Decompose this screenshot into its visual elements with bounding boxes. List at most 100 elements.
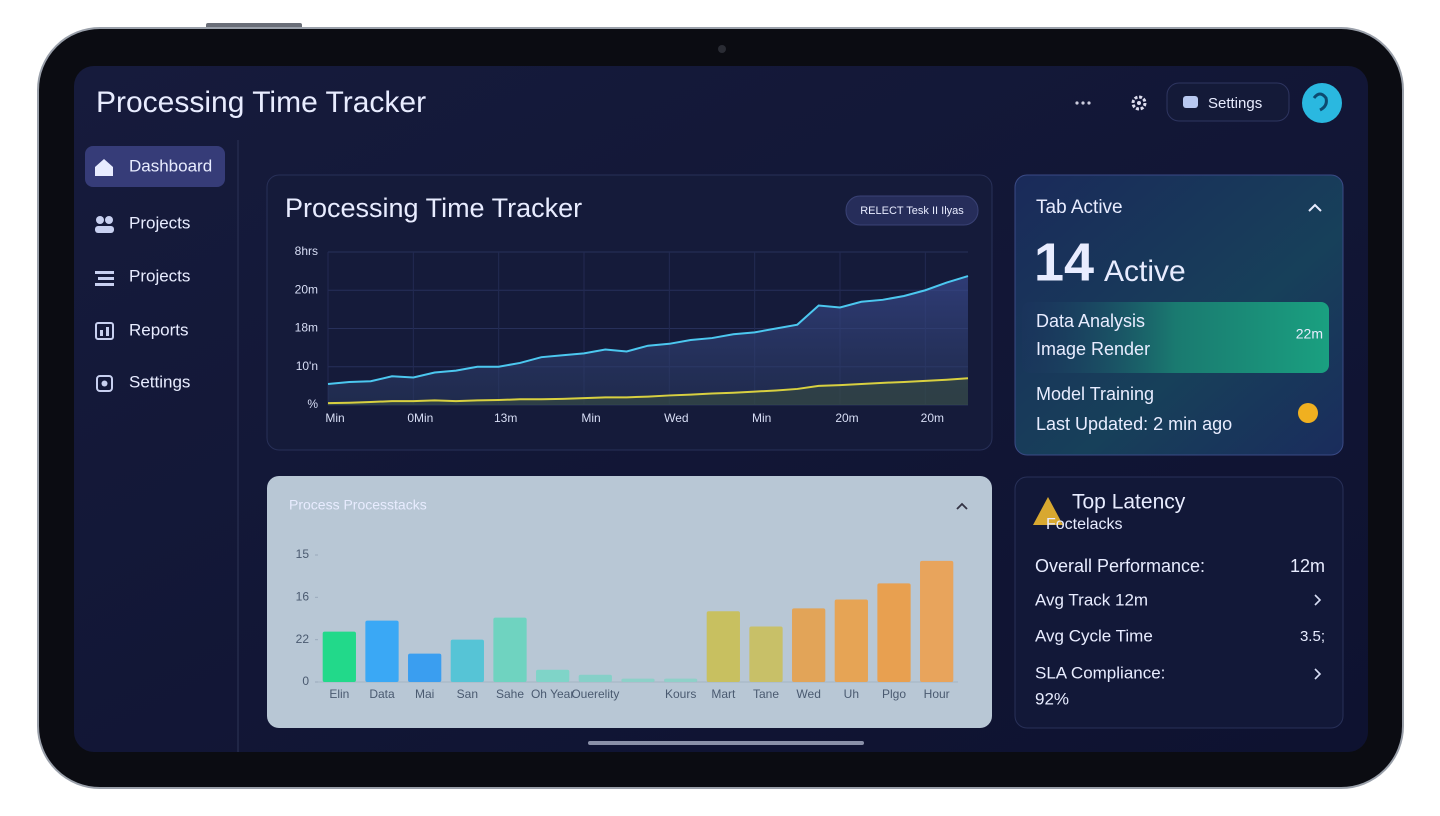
bar: [536, 669, 570, 682]
sidebar-item[interactable]: Reports: [129, 320, 189, 339]
sidebar-item[interactable]: Dashboard: [129, 156, 212, 175]
sidebar-item[interactable]: Projects: [129, 266, 190, 285]
y-tick-label: 18m: [295, 321, 318, 335]
x-tick-label: Kours: [665, 687, 696, 701]
sidebar-item[interactable]: Settings: [129, 372, 190, 391]
x-tick-label: Min: [581, 411, 600, 425]
bar: [408, 653, 442, 682]
latency-value: 92%: [1035, 689, 1069, 708]
app-title: Processing Time Tracker: [96, 86, 426, 119]
warning-icon: [1033, 497, 1063, 525]
y-tick-label: 8hrs: [295, 244, 318, 258]
series-area: [328, 378, 968, 405]
status-icon: [1298, 403, 1318, 423]
latency-title: Top Latency: [1072, 491, 1186, 514]
chevron[interactable]: [1314, 668, 1322, 680]
x-tick-label: Min: [325, 411, 344, 425]
settings-icon: [96, 375, 113, 392]
task-detail: Image Render: [1036, 339, 1150, 359]
chevron[interactable]: [1314, 594, 1322, 606]
x-tick-label: Elin: [329, 687, 349, 701]
bar-chart-title: Process Processtacks: [289, 497, 427, 513]
y-tick-label: 10'n: [296, 359, 318, 373]
task-time: 22m: [1296, 326, 1323, 342]
x-tick-label: 0Min: [407, 411, 433, 425]
collapse-icon[interactable]: [956, 502, 968, 510]
x-tick-label: Mart: [711, 687, 736, 701]
bar-chart: 0 22 16 15 Elin Data Mai San Sahe Oh YearOuerelit…: [296, 547, 958, 701]
bar: [877, 583, 911, 682]
x-tick-label: Wed: [664, 411, 688, 425]
x-tick-label: Hour: [924, 687, 950, 701]
x-tick-label: Data: [369, 687, 395, 701]
settings-button-label[interactable]: Settings: [1208, 95, 1262, 112]
bar: [706, 611, 740, 682]
line-chart-title: Processing Time Tracker: [285, 193, 582, 223]
more-icon[interactable]: [1075, 101, 1091, 105]
latency-value: 3.5;: [1300, 628, 1325, 645]
x-tick-label: Wed: [796, 687, 820, 701]
x-tick-label: Uh: [844, 687, 859, 701]
bar: [493, 617, 527, 682]
series-line: [327, 377, 969, 405]
x-tick-label: Plgo: [882, 687, 906, 701]
bar: [792, 608, 826, 682]
avatar[interactable]: [1302, 83, 1342, 123]
y-tick-label: 15: [296, 547, 310, 561]
task-detail: Last Updated: 2 min ago: [1036, 414, 1232, 434]
active-title: Tab Active: [1036, 197, 1123, 218]
task-highlight: [1022, 302, 1329, 373]
home-indicator: [588, 741, 864, 745]
settings-button-icon: [1183, 96, 1198, 108]
settings-button[interactable]: [1166, 82, 1290, 122]
sidebar-item[interactable]: Projects: [129, 213, 190, 232]
series-area: [328, 276, 968, 405]
avatar-glyph: [1312, 92, 1328, 112]
x-tick-label: Mai: [415, 687, 434, 701]
latency-label: SLA Compliance:: [1035, 663, 1165, 682]
bar: [365, 620, 399, 682]
active-count: 14: [1034, 232, 1094, 292]
latency-value: 12m: [1290, 556, 1325, 576]
reports-icon: [95, 322, 114, 340]
active-count-label: Active: [1104, 255, 1186, 288]
bar: [664, 678, 698, 682]
y-tick-label: %: [307, 397, 318, 411]
task-select-label[interactable]: RELECT Tesk II Ilyas: [860, 205, 964, 217]
latency-subtitle: Foctelacks: [1046, 516, 1122, 533]
x-tick-label: Ouerelity: [571, 687, 619, 701]
gear-icon[interactable]: [1131, 95, 1147, 111]
collapse-icon[interactable]: [1308, 203, 1322, 212]
latency-card: [1014, 476, 1344, 729]
y-tick-label: 0: [302, 674, 309, 688]
latency-label: Avg Track 12m: [1035, 590, 1148, 609]
x-tick-label: Oh Year: [531, 687, 574, 701]
bar: [578, 674, 612, 682]
task-select[interactable]: [845, 195, 979, 226]
x-tick-label: 20m: [921, 411, 944, 425]
x-tick-label: Min: [752, 411, 771, 425]
bar: [834, 599, 868, 682]
x-tick-label: 13m: [494, 411, 517, 425]
y-tick-label: 22: [296, 632, 310, 646]
task-name: Model Training: [1036, 384, 1154, 404]
x-tick-label: Sahe: [496, 687, 524, 701]
series-line: [327, 275, 969, 385]
y-tick-label: 16: [296, 590, 310, 604]
latency-label: Overall Performance:: [1035, 556, 1205, 576]
x-tick-label: Tane: [753, 687, 779, 701]
bar: [920, 560, 954, 682]
line-chart: % 10'n 18m 20m 8hrs Min 0Min 13m Min Wed Min 20m 20m: [295, 244, 969, 425]
sidebar-active[interactable]: [85, 146, 225, 187]
latency-label: Avg Cycle Time: [1035, 626, 1153, 645]
bar: [749, 626, 783, 682]
bar: [450, 639, 484, 682]
y-tick-label: 20m: [295, 282, 318, 296]
projects-icon: [95, 216, 114, 233]
home-icon: [95, 159, 113, 176]
bar: [322, 631, 356, 682]
x-tick-label: San: [457, 687, 478, 701]
camera: [718, 45, 726, 53]
